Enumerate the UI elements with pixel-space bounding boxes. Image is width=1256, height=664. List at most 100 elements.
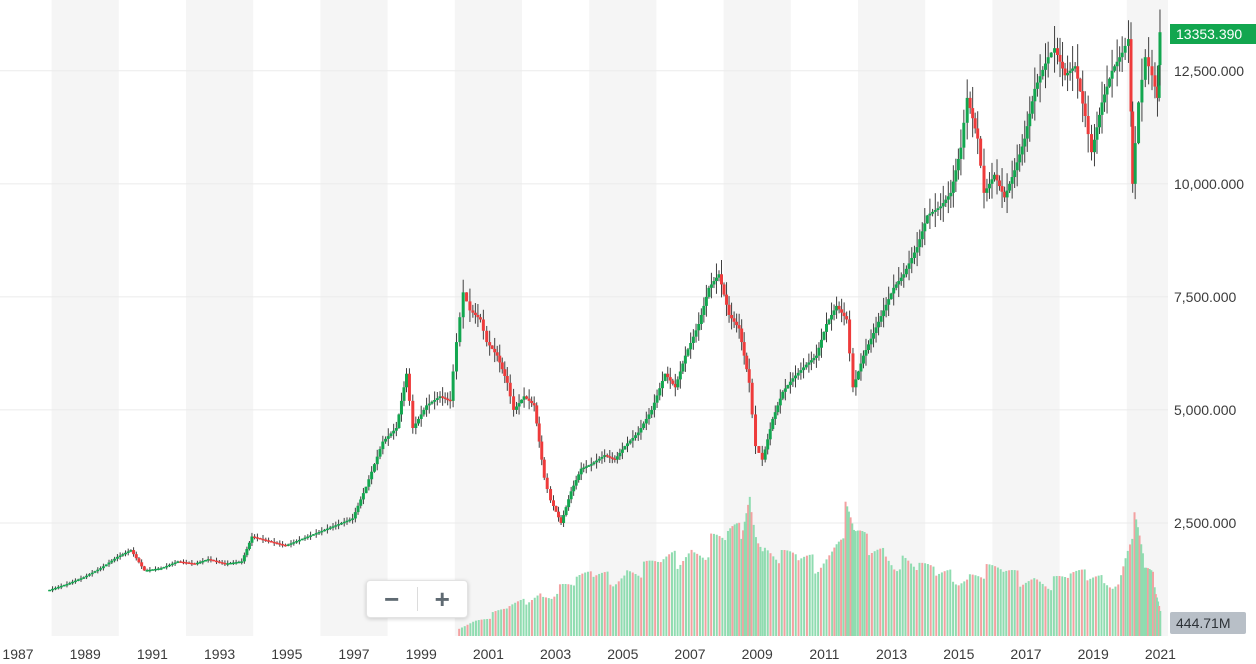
- volume-bar: [1141, 553, 1144, 636]
- volume-bar: [766, 550, 769, 636]
- volume-bar: [1047, 588, 1050, 636]
- price-bar: [407, 373, 411, 401]
- volume-bar: [721, 537, 724, 636]
- volume-bar: [1064, 577, 1067, 636]
- volume-bar: [822, 563, 825, 636]
- price-bar: [872, 333, 876, 339]
- price-bar: [65, 584, 69, 586]
- volume-bar: [659, 562, 662, 636]
- volume-bar: [1002, 571, 1005, 636]
- price-bar: [910, 257, 914, 264]
- volume-bar: [1150, 570, 1153, 636]
- price-bar: [372, 464, 376, 472]
- price-bar: [1013, 170, 1017, 178]
- price-bar: [82, 577, 86, 579]
- price-bar: [226, 563, 230, 565]
- price-bar: [778, 398, 782, 406]
- price-bar: [946, 196, 950, 200]
- price-bar: [766, 439, 770, 450]
- price-bar: [735, 321, 739, 326]
- volume-bar: [595, 575, 598, 636]
- price-bar: [384, 438, 388, 442]
- price-bar: [1020, 146, 1024, 155]
- y-axis-tick-label: 7,500.000: [1174, 289, 1236, 305]
- volume-bar: [1061, 576, 1064, 636]
- zoom-out-button[interactable]: −: [384, 584, 400, 614]
- price-bar: [887, 299, 891, 305]
- price-bar: [1033, 88, 1037, 102]
- price-bar: [912, 252, 916, 258]
- volume-bar: [777, 563, 780, 636]
- volume-bar: [642, 561, 645, 636]
- volume-bar: [567, 584, 570, 636]
- price-bar: [1073, 66, 1077, 69]
- price-bar: [242, 555, 246, 562]
- price-bar: [508, 382, 512, 397]
- price-bar: [493, 348, 497, 353]
- volume-bar: [651, 560, 654, 636]
- volume-bar: [1143, 567, 1146, 636]
- price-bar: [414, 423, 418, 428]
- volume-bar: [701, 557, 704, 636]
- volume-bar: [637, 575, 640, 636]
- price-bar: [830, 314, 834, 320]
- volume-bar: [851, 523, 854, 636]
- volume-bar: [631, 572, 634, 636]
- price-bar: [275, 542, 279, 545]
- price-bar: [165, 565, 169, 568]
- x-axis-tick-label: 1999: [406, 646, 437, 662]
- price-bar: [488, 342, 492, 346]
- price-bar: [394, 428, 398, 431]
- zoom-in-button[interactable]: +: [434, 584, 450, 614]
- volume-bar: [712, 533, 715, 636]
- price-bar: [642, 423, 646, 428]
- price-bar: [512, 396, 516, 410]
- price-bar: [760, 452, 764, 460]
- volume-bar: [486, 618, 489, 636]
- volume-bar: [1100, 575, 1103, 636]
- price-bar: [142, 566, 146, 571]
- price-bar: [1108, 78, 1112, 87]
- price-bar: [48, 589, 52, 592]
- volume-bar: [463, 626, 466, 636]
- price-bar: [425, 405, 429, 410]
- volume-bar: [1159, 610, 1162, 636]
- volume-bar: [1005, 570, 1008, 636]
- volume-bar: [960, 583, 963, 636]
- volume-bar: [684, 557, 687, 636]
- volume-bar: [1092, 577, 1095, 636]
- price-bar: [579, 468, 583, 475]
- volume-bar: [966, 579, 969, 636]
- price-bar: [564, 507, 568, 516]
- price-bar: [397, 414, 401, 428]
- volume-bar: [528, 602, 531, 636]
- year-band: [858, 0, 926, 636]
- price-bar: [965, 97, 969, 123]
- zoom-divider: [416, 587, 418, 611]
- price-bar: [702, 305, 706, 315]
- volume-bar: [833, 547, 836, 636]
- x-axis-tick-label: 1989: [70, 646, 101, 662]
- price-bar: [505, 376, 509, 383]
- price-bar: [176, 561, 180, 563]
- volume-bar: [901, 555, 904, 636]
- price-bar: [620, 449, 624, 453]
- y-axis-tick-label: 5,000.000: [1174, 402, 1236, 418]
- price-bar: [707, 287, 711, 297]
- volume-bar: [704, 559, 707, 636]
- volume-bar: [991, 565, 994, 636]
- volume-bar: [1080, 569, 1083, 636]
- price-bar: [771, 418, 775, 430]
- price-bar: [673, 383, 677, 388]
- volume-bar: [846, 506, 849, 636]
- volume-bar: [831, 551, 834, 636]
- price-bar: [79, 578, 83, 580]
- price-bar: [697, 324, 701, 331]
- price-bar: [250, 536, 254, 543]
- volume-bar: [609, 584, 612, 636]
- volume-bar: [842, 538, 845, 636]
- volume-bar: [743, 521, 746, 636]
- price-bar: [1058, 54, 1062, 62]
- price-bar: [113, 558, 117, 561]
- x-axis-tick-label: 2015: [943, 646, 974, 662]
